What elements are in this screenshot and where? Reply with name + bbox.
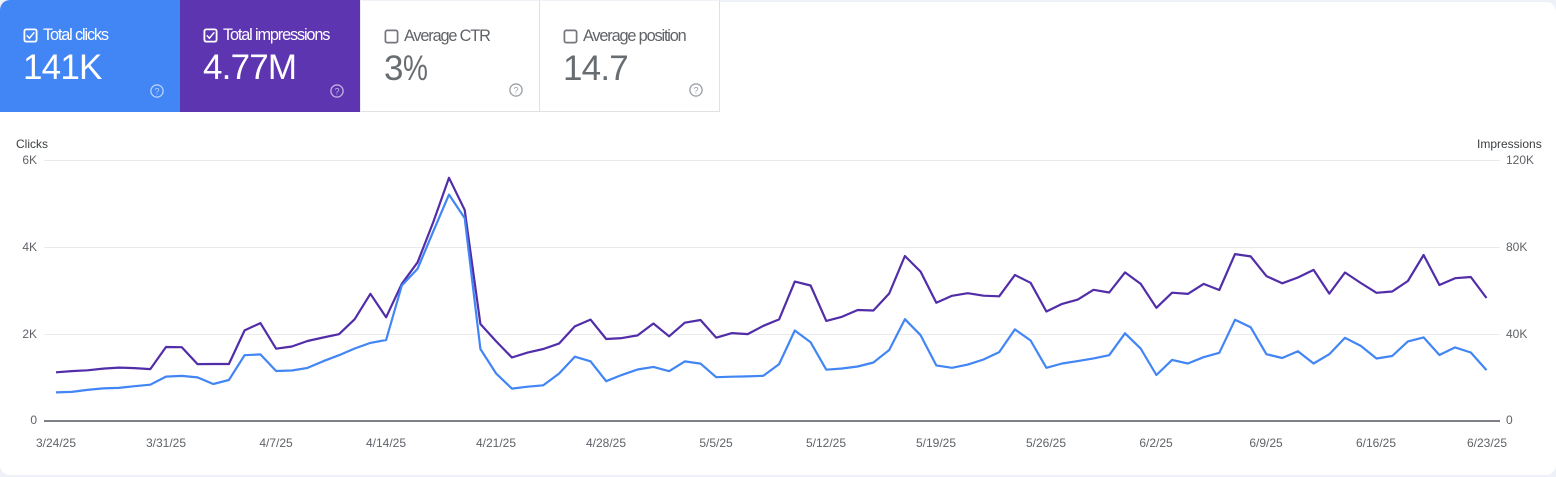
svg-text:?: ? [334, 86, 339, 96]
svg-text:?: ? [154, 86, 159, 96]
svg-text:?: ? [693, 85, 698, 95]
svg-text:?: ? [513, 85, 518, 95]
